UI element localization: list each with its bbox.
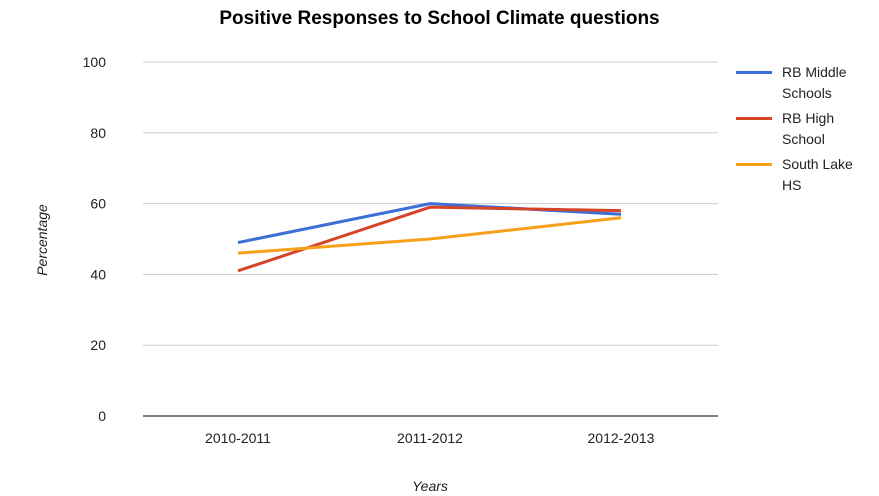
x-tick-labels: 2010-2011 2011-2012 2012-2013: [205, 430, 655, 446]
y-tick-label: 60: [90, 196, 106, 212]
chart-title: Positive Responses to School Climate que…: [219, 8, 660, 29]
y-tick-label: 80: [90, 125, 106, 141]
legend-label: South Lake HS: [782, 156, 853, 193]
legend-swatch: [736, 163, 772, 166]
y-tick-labels: 0 20 40 60 80 100: [83, 54, 107, 424]
y-tick-label: 100: [83, 54, 107, 70]
x-tick-label: 2011-2012: [397, 430, 463, 446]
x-tick-label: 2012-2013: [588, 430, 655, 446]
legend-item: South Lake HS: [736, 154, 876, 196]
x-axis-label: Years: [412, 478, 448, 494]
gridlines: [143, 61, 718, 417]
legend-swatch: [736, 71, 772, 74]
series-line-south-lake-hs: [237, 216, 622, 255]
y-tick-label: 0: [98, 408, 106, 424]
y-tick-label: 40: [90, 266, 106, 282]
legend-item: RB Middle Schools: [736, 62, 876, 104]
y-tick-label: 20: [90, 337, 106, 353]
legend-label: RB High School: [782, 110, 835, 147]
series-lines: [237, 202, 622, 273]
x-tick-label: 2010-2011: [205, 430, 271, 446]
legend: RB Middle Schools RB High School South Lak…: [736, 62, 876, 200]
legend-swatch: [736, 117, 772, 120]
legend-label: RB Middle Schools: [782, 64, 847, 101]
legend-item: RB High School: [736, 108, 876, 150]
